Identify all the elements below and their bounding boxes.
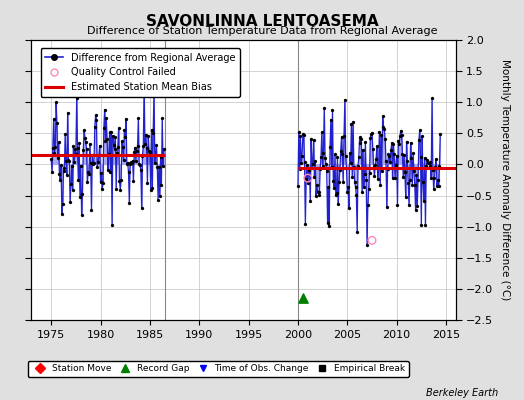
- Text: SAVONLINNA LENTOASEMA: SAVONLINNA LENTOASEMA: [146, 14, 378, 29]
- Text: Difference of Station Temperature Data from Regional Average: Difference of Station Temperature Data f…: [87, 26, 437, 36]
- Text: Berkeley Earth: Berkeley Earth: [425, 388, 498, 398]
- Y-axis label: Monthly Temperature Anomaly Difference (°C): Monthly Temperature Anomaly Difference (…: [500, 59, 510, 301]
- Legend: Station Move, Record Gap, Time of Obs. Change, Empirical Break: Station Move, Record Gap, Time of Obs. C…: [28, 361, 409, 377]
- Point: [299, 295, 307, 302]
- Point: [368, 237, 376, 244]
- Point: [303, 175, 312, 181]
